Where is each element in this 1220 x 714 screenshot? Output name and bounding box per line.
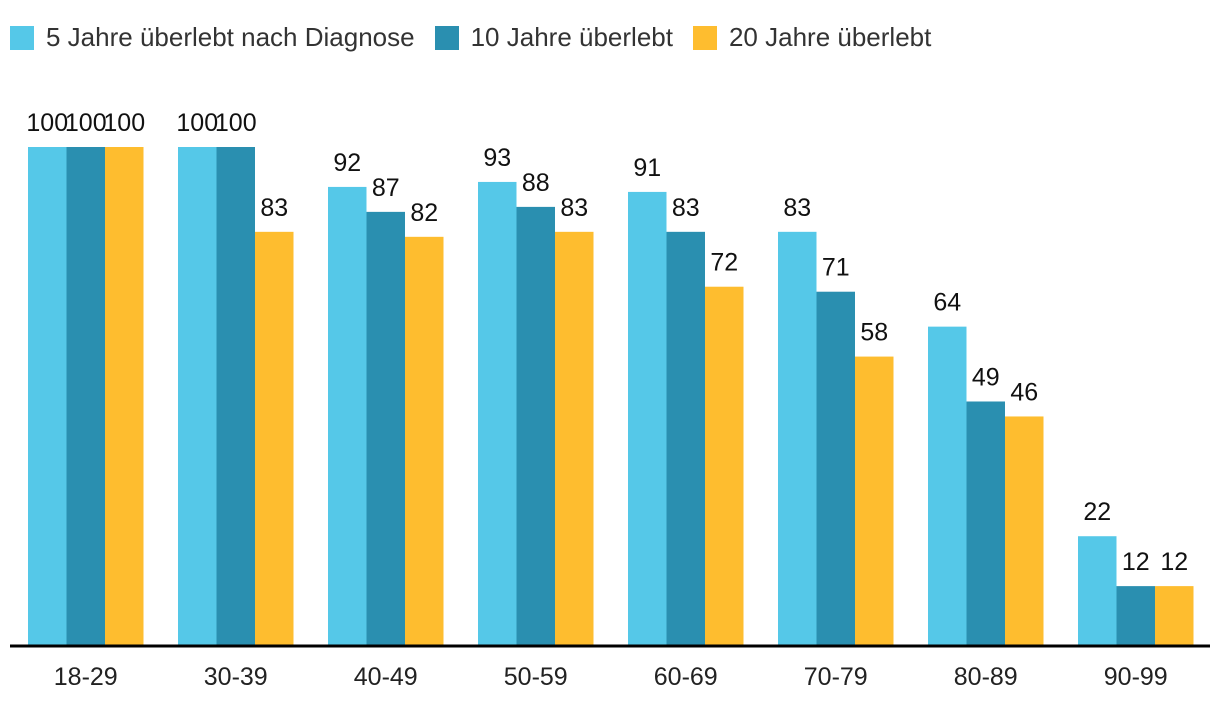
x-tick-label-30-39: 30-39	[204, 663, 268, 691]
value-label-70-79-series-0: 83	[783, 194, 811, 222]
legend-label-20-jahre: 20 Jahre überlebt	[728, 22, 932, 52]
value-label-30-39-series-0: 100	[176, 109, 218, 137]
value-label-80-89-series-1: 49	[972, 363, 1000, 391]
x-tick-label-50-59: 50-59	[504, 663, 568, 691]
value-label-90-99-series-2: 12	[1160, 548, 1188, 576]
value-label-50-59-series-2: 83	[560, 194, 588, 222]
bar-90-99-series-0	[1078, 536, 1117, 646]
bar-70-79-series-0	[778, 231, 817, 646]
value-label-18-29-series-0: 100	[26, 109, 68, 137]
legend-label-10-jahre: 10 Jahre überlebt	[470, 22, 673, 52]
bar-80-89-series-2	[1005, 416, 1044, 646]
value-label-50-59-series-0: 93	[483, 144, 511, 172]
bar-30-39-series-2	[255, 231, 294, 646]
value-label-30-39-series-1: 100	[215, 109, 257, 137]
legend-swatch-10-jahre	[434, 25, 459, 50]
bars-group	[28, 147, 1194, 647]
value-label-70-79-series-1: 71	[822, 254, 850, 282]
bar-80-89-series-0	[928, 326, 967, 646]
value-label-50-59-series-1: 88	[522, 169, 550, 197]
value-label-30-39-series-2: 83	[260, 194, 288, 222]
value-label-40-49-series-1: 87	[372, 174, 400, 202]
value-label-60-69-series-1: 83	[672, 194, 700, 222]
legend-item-5-jahre: 5 Jahre überlebt nach Diagnose	[10, 22, 415, 53]
bar-60-69-series-2	[705, 286, 744, 646]
x-tick-label-18-29: 18-29	[54, 663, 118, 691]
bar-50-59-series-0	[478, 181, 517, 646]
bar-40-49-series-2	[405, 236, 444, 646]
bar-18-29-series-1	[66, 147, 105, 646]
x-tick-label-40-49: 40-49	[354, 663, 418, 691]
bar-18-29-series-2	[105, 147, 144, 646]
bar-60-69-series-1	[666, 231, 705, 646]
bar-70-79-series-2	[855, 356, 894, 646]
legend-item-10-jahre: 10 Jahre überlebt	[434, 22, 673, 53]
bar-50-59-series-1	[516, 206, 555, 646]
bar-80-89-series-1	[966, 401, 1005, 646]
value-label-40-49-series-0: 92	[333, 149, 361, 177]
bar-18-29-series-0	[28, 147, 67, 646]
bar-70-79-series-1	[816, 291, 855, 646]
bar-30-39-series-0	[178, 147, 217, 646]
bar-40-49-series-0	[328, 186, 367, 647]
value-label-18-29-series-2: 100	[103, 109, 145, 137]
legend-label-5-jahre: 5 Jahre überlebt nach Diagnose	[46, 22, 415, 52]
bar-30-39-series-1	[216, 147, 255, 646]
legend-item-20-jahre: 20 Jahre überlebt	[692, 22, 932, 53]
x-tick-label-60-69: 60-69	[654, 663, 718, 691]
value-label-80-89-series-2: 46	[1010, 378, 1038, 406]
legend-swatch-20-jahre	[692, 25, 717, 50]
value-label-70-79-series-2: 58	[860, 319, 888, 347]
bar-90-99-series-2	[1155, 586, 1194, 646]
x-tick-label-70-79: 70-79	[804, 663, 868, 691]
value-label-60-69-series-2: 72	[710, 249, 738, 277]
legend: 5 Jahre überlebt nach Diagnose 10 Jahre …	[10, 22, 931, 53]
x-tick-label-90-99: 90-99	[1104, 663, 1168, 691]
bar-40-49-series-1	[366, 211, 405, 646]
bar-90-99-series-1	[1116, 586, 1155, 646]
value-label-90-99-series-1: 12	[1122, 548, 1150, 576]
bar-50-59-series-2	[555, 231, 594, 646]
x-tick-labels-group: 18-29 30-39 40-49 50-59 60-69 70-79 80-89 90-99	[54, 663, 1168, 691]
x-tick-label-80-89: 80-89	[954, 663, 1018, 691]
value-label-90-99-series-0: 22	[1083, 498, 1111, 526]
legend-swatch-5-jahre	[10, 25, 34, 50]
value-label-60-69-series-0: 91	[633, 154, 661, 182]
bar-60-69-series-0	[628, 191, 667, 646]
value-label-40-49-series-2: 82	[410, 199, 438, 227]
value-label-80-89-series-0: 64	[933, 289, 961, 317]
value-label-18-29-series-1: 100	[65, 109, 107, 137]
